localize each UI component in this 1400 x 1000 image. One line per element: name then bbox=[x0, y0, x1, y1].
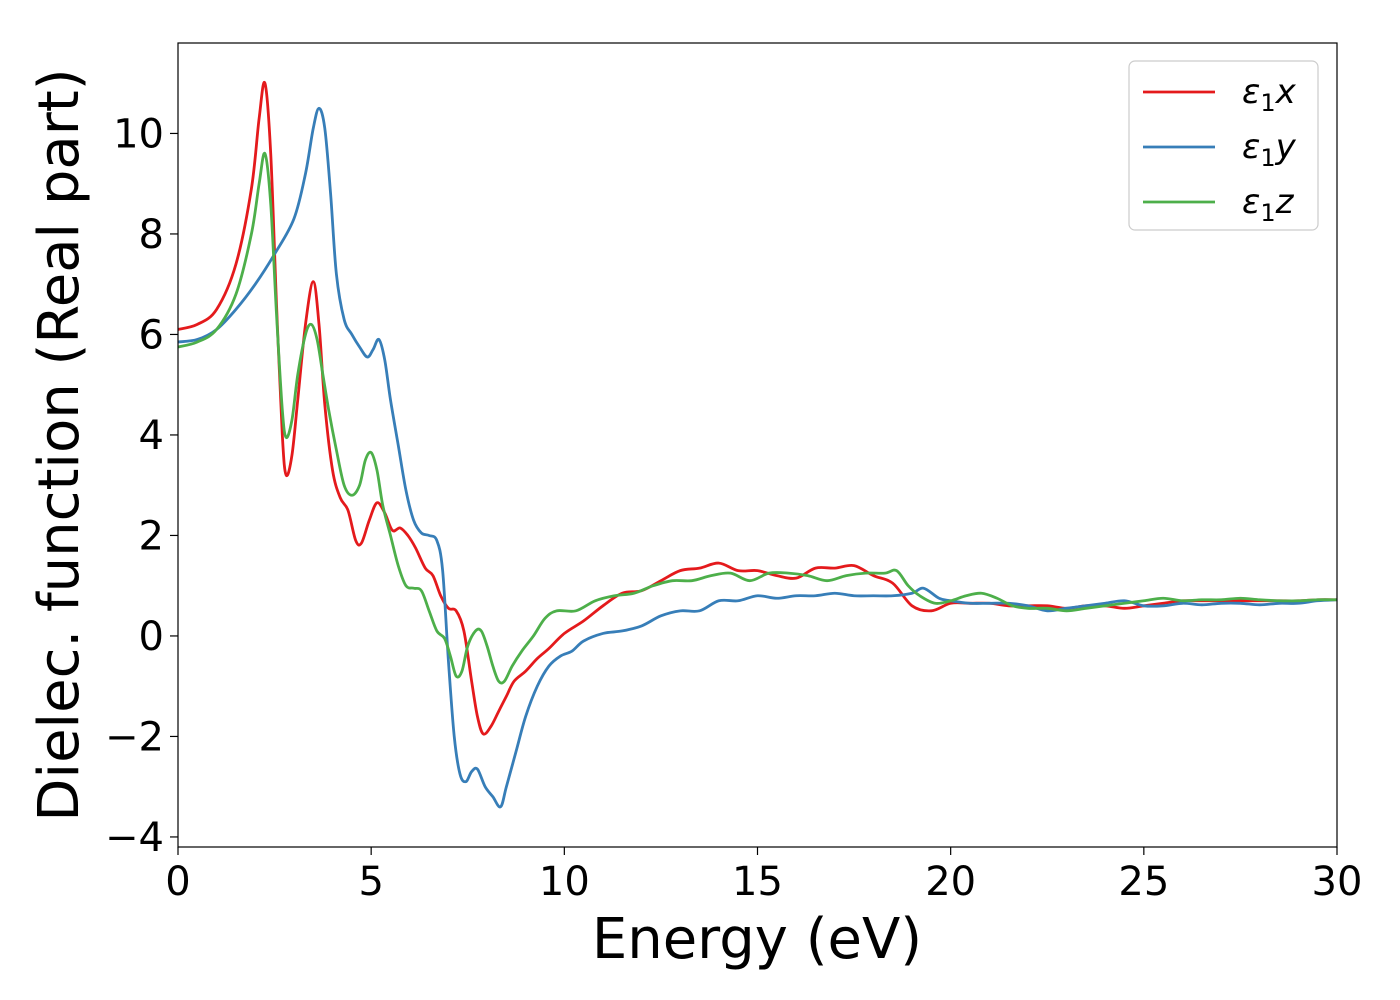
x-tick-label: 5 bbox=[358, 859, 383, 905]
x-tick-label: 30 bbox=[1312, 859, 1363, 905]
x-axis: 0 5 10 15 20 25 30 bbox=[165, 847, 1362, 905]
y-tick-label: 8 bbox=[139, 212, 164, 258]
y-tick-label: 6 bbox=[139, 312, 164, 358]
x-tick-label: 20 bbox=[925, 859, 976, 905]
legend-box bbox=[1128, 60, 1319, 231]
legend: ε1x ε1y ε1z bbox=[1128, 60, 1319, 231]
y-axis-label: Dielec. function (Real part) bbox=[27, 68, 92, 821]
y-tick-label: −4 bbox=[105, 815, 164, 861]
x-axis-label: Energy (eV) bbox=[592, 907, 922, 972]
y-tick-label: 0 bbox=[139, 614, 164, 660]
series-line-z bbox=[178, 151, 1337, 685]
legend-label-z: ε1z bbox=[1242, 182, 1295, 227]
y-tick-label: −2 bbox=[105, 714, 164, 760]
y-tick-label: 2 bbox=[139, 513, 164, 559]
series-line-y bbox=[178, 106, 1337, 809]
series-line-x bbox=[178, 80, 1337, 736]
legend-label-y: ε1y bbox=[1242, 127, 1297, 172]
series-layer bbox=[178, 80, 1337, 809]
x-tick-label: 0 bbox=[165, 859, 190, 905]
x-tick-label: 10 bbox=[539, 859, 590, 905]
y-tick-label: 4 bbox=[139, 413, 164, 459]
y-axis: −4 −2 0 2 4 6 8 10 bbox=[105, 111, 178, 861]
x-tick-label: 15 bbox=[732, 859, 783, 905]
x-tick-label: 25 bbox=[1118, 859, 1169, 905]
legend-label-x: ε1x bbox=[1242, 72, 1297, 117]
y-tick-label: 10 bbox=[113, 111, 164, 157]
